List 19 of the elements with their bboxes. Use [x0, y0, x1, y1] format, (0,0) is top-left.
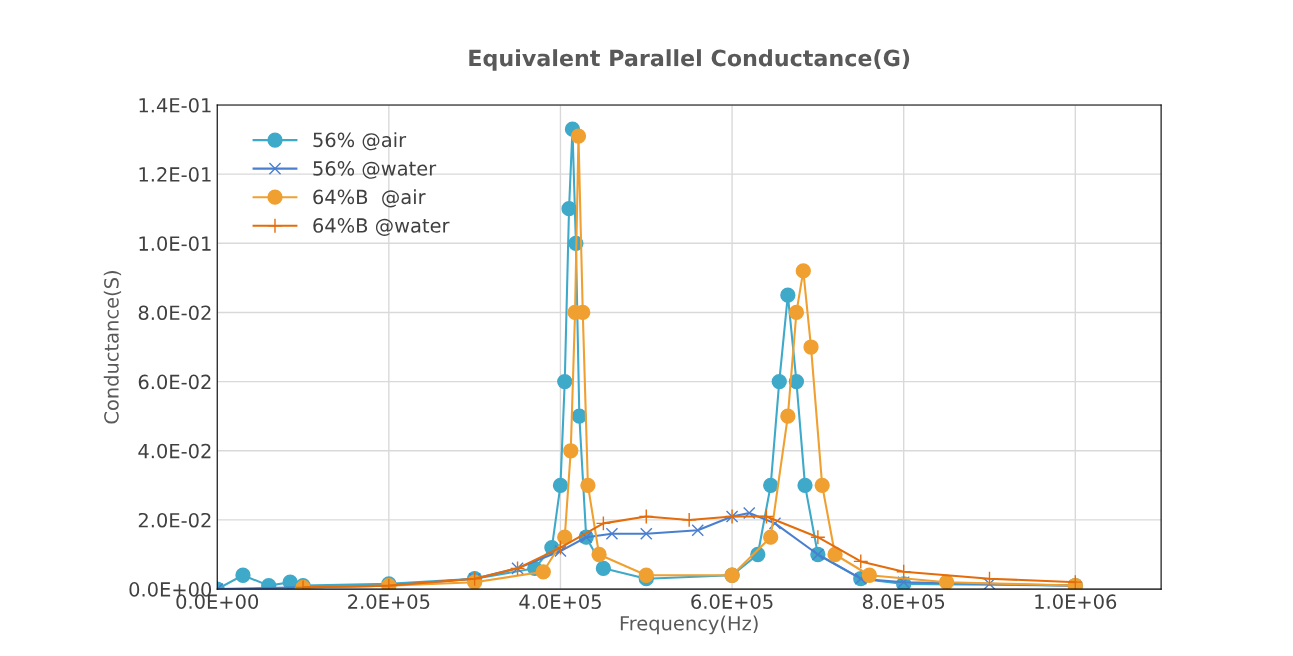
x-tick-label: 1.0E+06 — [1035, 594, 1117, 609]
x-tick-label: 2.0E+05 — [348, 594, 430, 609]
y-tick-label: 4.0E-02 — [138, 443, 211, 459]
legend-label: 64%B @air — [313, 189, 426, 208]
y-tick-label: 8.0E-02 — [138, 305, 211, 321]
x-axis-title: Frequency(Hz) — [620, 615, 758, 635]
y-tick-label: 1.2E-01 — [139, 167, 211, 182]
y-tick-label: 2.0E-02 — [138, 512, 211, 528]
legend-label: 56% @air — [313, 132, 407, 151]
chart-title: Equivalent Parallel Conductance(G) — [469, 49, 910, 71]
x-tick-label: 4.0E+05 — [519, 594, 601, 609]
y-tick-label: 6.0E-02 — [138, 374, 211, 390]
legend-label: 64%B @water — [313, 218, 450, 236]
y-tick-label: 1.4E-01 — [139, 97, 211, 113]
x-tick-label: 6.0E+05 — [691, 594, 773, 609]
y-axis-title: Conductance(S) — [103, 271, 122, 424]
y-tick-label: 1.0E-01 — [139, 236, 211, 251]
x-tick-label: 8.0E+05 — [862, 594, 945, 609]
legend-label: 56% @water — [313, 161, 437, 179]
